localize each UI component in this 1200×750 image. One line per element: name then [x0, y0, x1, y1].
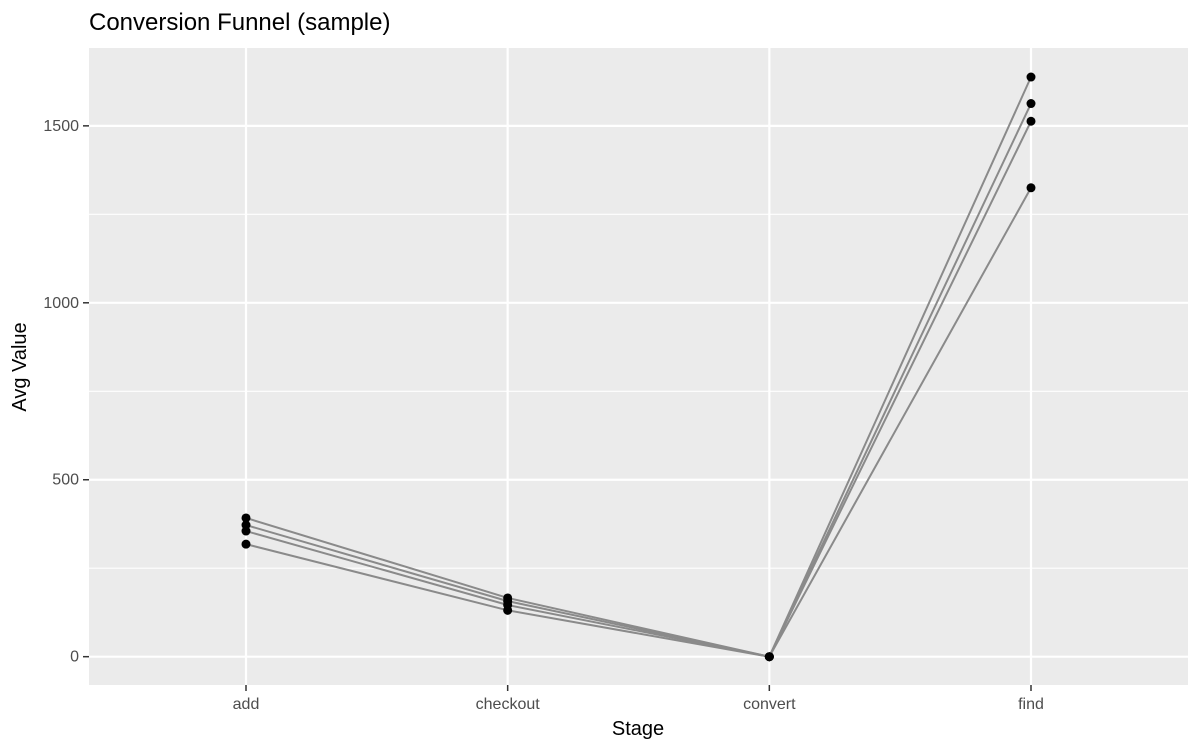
data-points — [241, 72, 1036, 662]
y-axis: 0 500 1000 1500 — [43, 118, 89, 666]
data-point — [241, 539, 251, 549]
data-point — [1026, 72, 1036, 82]
data-point — [1026, 183, 1036, 193]
series-line-series-3 — [245, 120, 1032, 658]
series-line-series-1 — [245, 76, 1032, 658]
series-line-series-2 — [245, 103, 1032, 658]
y-tick-label: 500 — [52, 472, 79, 489]
x-tick-label: add — [233, 696, 260, 713]
data-point — [1026, 99, 1036, 109]
x-tick-label: checkout — [476, 696, 541, 713]
y-tick-label: 1000 — [43, 295, 79, 312]
data-point — [1026, 116, 1036, 126]
x-axis-title: Stage — [612, 718, 664, 740]
series-lines — [245, 76, 1032, 658]
chart-title: Conversion Funnel (sample) — [89, 9, 390, 36]
data-point — [503, 605, 513, 615]
y-tick-label: 0 — [70, 649, 79, 666]
x-tick-label: convert — [743, 696, 796, 713]
x-tick-label: find — [1018, 696, 1044, 713]
data-point — [241, 526, 251, 536]
data-point — [764, 652, 774, 662]
grid — [89, 48, 1188, 685]
x-axis: add checkout convert find — [233, 685, 1044, 713]
y-axis-title: Avg Value — [9, 322, 31, 411]
plot-panel — [89, 48, 1188, 685]
y-tick-label: 1500 — [43, 118, 79, 135]
series-line-series-4 — [245, 187, 1032, 658]
data-point — [241, 513, 251, 523]
